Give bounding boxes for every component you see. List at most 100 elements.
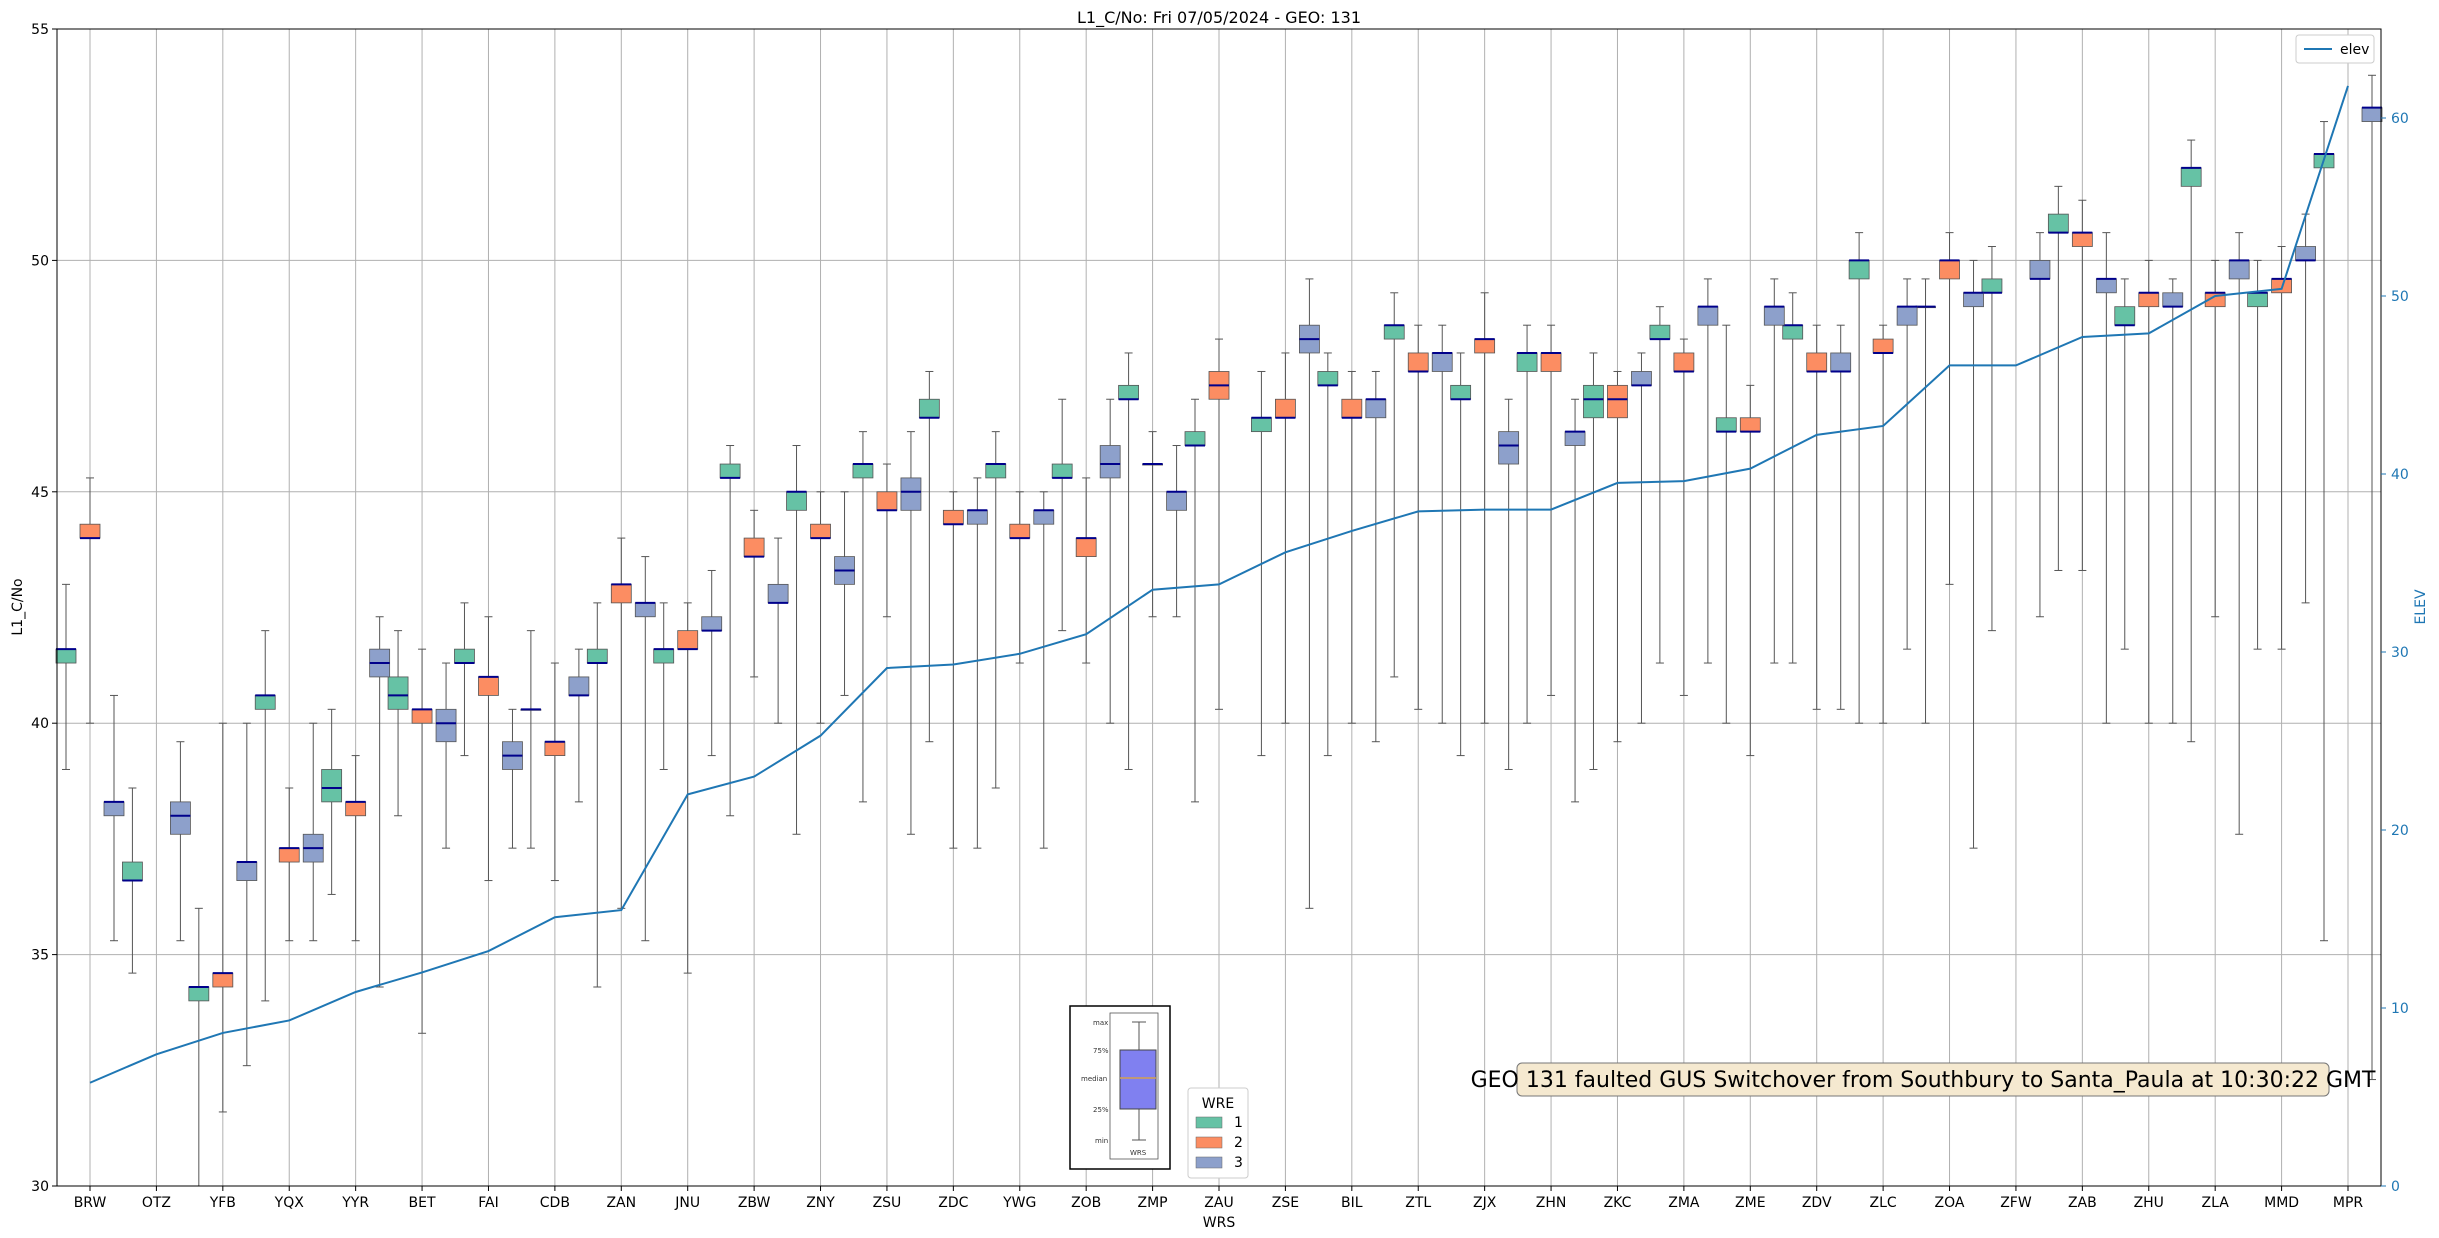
box-wre-3 — [2162, 292, 2184, 308]
x-tick-label: FAI — [478, 1195, 498, 1211]
y2-tick-label: 40 — [2391, 467, 2409, 483]
x-tick-label: ZDV — [1802, 1195, 1832, 1211]
x-tick-label: MPR — [2333, 1195, 2364, 1211]
box-wre-2 — [1341, 398, 1363, 419]
box-wre-3 — [1431, 352, 1453, 372]
box-wre-1 — [2180, 167, 2202, 187]
box-wre-1 — [387, 676, 409, 710]
box-wre-3 — [1763, 306, 1785, 326]
box-wre-3 — [1896, 306, 1918, 326]
boxplot-key-box — [1119, 1049, 1157, 1110]
y-axis-ticks: 30 35 40 45 50 55 — [31, 22, 57, 1195]
box-wre-1 — [55, 648, 77, 664]
elev-polyline — [89, 85, 2349, 1084]
annotation-box — [1516, 1062, 2330, 1097]
x-tick-label: ZAN — [606, 1195, 636, 1211]
box-wre-2 — [2138, 292, 2160, 308]
y-tick-label: 35 — [31, 948, 49, 964]
box-wre-2 — [1009, 523, 1031, 539]
box-wre-1 — [321, 769, 343, 803]
box-wre-2 — [1474, 338, 1496, 354]
box-wre-2 — [79, 523, 101, 539]
box-wre-2 — [610, 583, 632, 604]
box-wre-1 — [1715, 417, 1737, 433]
x-tick-label: YQX — [274, 1195, 305, 1211]
box-wre-2 — [1275, 398, 1296, 419]
box-wre-1 — [786, 491, 807, 511]
x-tick-label: ZDC — [938, 1195, 968, 1211]
x-tick-label: ZLC — [1870, 1195, 1897, 1211]
box-wre-3 — [966, 509, 988, 525]
box-wre-3 — [1099, 445, 1121, 479]
x-tick-label: ZNY — [806, 1195, 835, 1211]
box-wre-3 — [1830, 352, 1852, 372]
x-tick-label: ZSE — [1272, 1195, 1299, 1211]
box-wre-2 — [1806, 352, 1828, 372]
x-tick-label: BET — [409, 1195, 436, 1211]
wre-legend-label-3: 3 — [1234, 1155, 1243, 1171]
box-wre-1 — [1516, 352, 1538, 372]
x-tick-label: ZBW — [738, 1195, 771, 1211]
x-tick-label: ZOA — [1935, 1195, 1965, 1211]
x-tick-label: ZHU — [2134, 1195, 2164, 1211]
box-wre-3 — [435, 708, 457, 743]
x-tick-label: ZFW — [2000, 1195, 2032, 1211]
y2-tick-label: 60 — [2391, 111, 2409, 127]
boxplot-key-min: min — [1095, 1137, 1108, 1145]
box-wre-3 — [1631, 371, 1652, 386]
elev-legend-frame — [2295, 34, 2375, 64]
elev-legend: elev — [2295, 34, 2375, 64]
whiskers — [62, 74, 2376, 1187]
y2-axis-ticks: 0 10 20 30 40 50 60 — [2381, 111, 2409, 1195]
box-wre-1 — [2247, 292, 2268, 308]
box-wre-3 — [2295, 246, 2316, 261]
box-wre-3 — [1963, 292, 1984, 308]
box-wre-3 — [634, 602, 656, 618]
y2-tick-label: 10 — [2391, 1001, 2409, 1017]
box-wre-1 — [918, 398, 940, 419]
box-wre-3 — [2361, 107, 2383, 122]
x-tick-label: BRW — [74, 1195, 107, 1211]
boxplot-key-q3: 75% — [1093, 1047, 1109, 1055]
boxplot-key-median-label: median — [1081, 1075, 1107, 1083]
box-wre-1 — [985, 463, 1007, 479]
x-tick-label: YWG — [1002, 1195, 1036, 1211]
y-tick-label: 40 — [31, 716, 49, 732]
x-tick-label: MMD — [2264, 1195, 2299, 1211]
box-wre-3 — [236, 861, 258, 881]
y2-axis-label: ELEV — [2413, 589, 2429, 624]
elev-legend-label: elev — [2340, 42, 2369, 58]
x-tick-label: ZHN — [1536, 1195, 1567, 1211]
y-tick-label: 50 — [31, 253, 49, 269]
box-wre-2 — [411, 708, 433, 724]
elev-line — [89, 85, 2349, 1084]
box-wre-1 — [852, 463, 874, 479]
x-tick-label: ZAB — [2068, 1195, 2097, 1211]
box-wre-1 — [1317, 371, 1339, 386]
y-tick-label: 55 — [31, 22, 49, 38]
wre-legend-swatch-3 — [1195, 1156, 1223, 1169]
box-wre-3 — [767, 583, 789, 604]
wre-legend-label-2: 2 — [1234, 1135, 1243, 1151]
box-wre-3 — [1365, 398, 1387, 419]
box-wre-2 — [942, 509, 964, 525]
box-wre-1 — [1450, 384, 1472, 400]
x-tick-label: ZAU — [1204, 1195, 1233, 1211]
x-tick-label: OTZ — [142, 1195, 171, 1211]
box-wre-2 — [2071, 232, 2093, 247]
boxplot-key-max: max — [1093, 1019, 1108, 1027]
box-wre-3 — [900, 477, 922, 511]
box-wre-3 — [1498, 431, 1520, 465]
box-wre-1 — [254, 695, 276, 710]
box-wre-2 — [212, 972, 234, 988]
chart-title: L1_C/No: Fri 07/05/2024 - GEO: 131 — [1077, 8, 1361, 28]
box-wre-1 — [1583, 384, 1604, 419]
x-tick-label: BIL — [1341, 1195, 1363, 1211]
box-wre-3 — [2095, 278, 2117, 294]
box-wre-3 — [1166, 491, 1187, 511]
box-wre-3 — [2029, 259, 2051, 280]
wre-legend: WRE 1 2 3 — [1187, 1087, 1249, 1179]
box-wre-2 — [345, 801, 367, 817]
box-wre-2 — [1540, 352, 1562, 372]
box-wre-2 — [278, 847, 300, 863]
